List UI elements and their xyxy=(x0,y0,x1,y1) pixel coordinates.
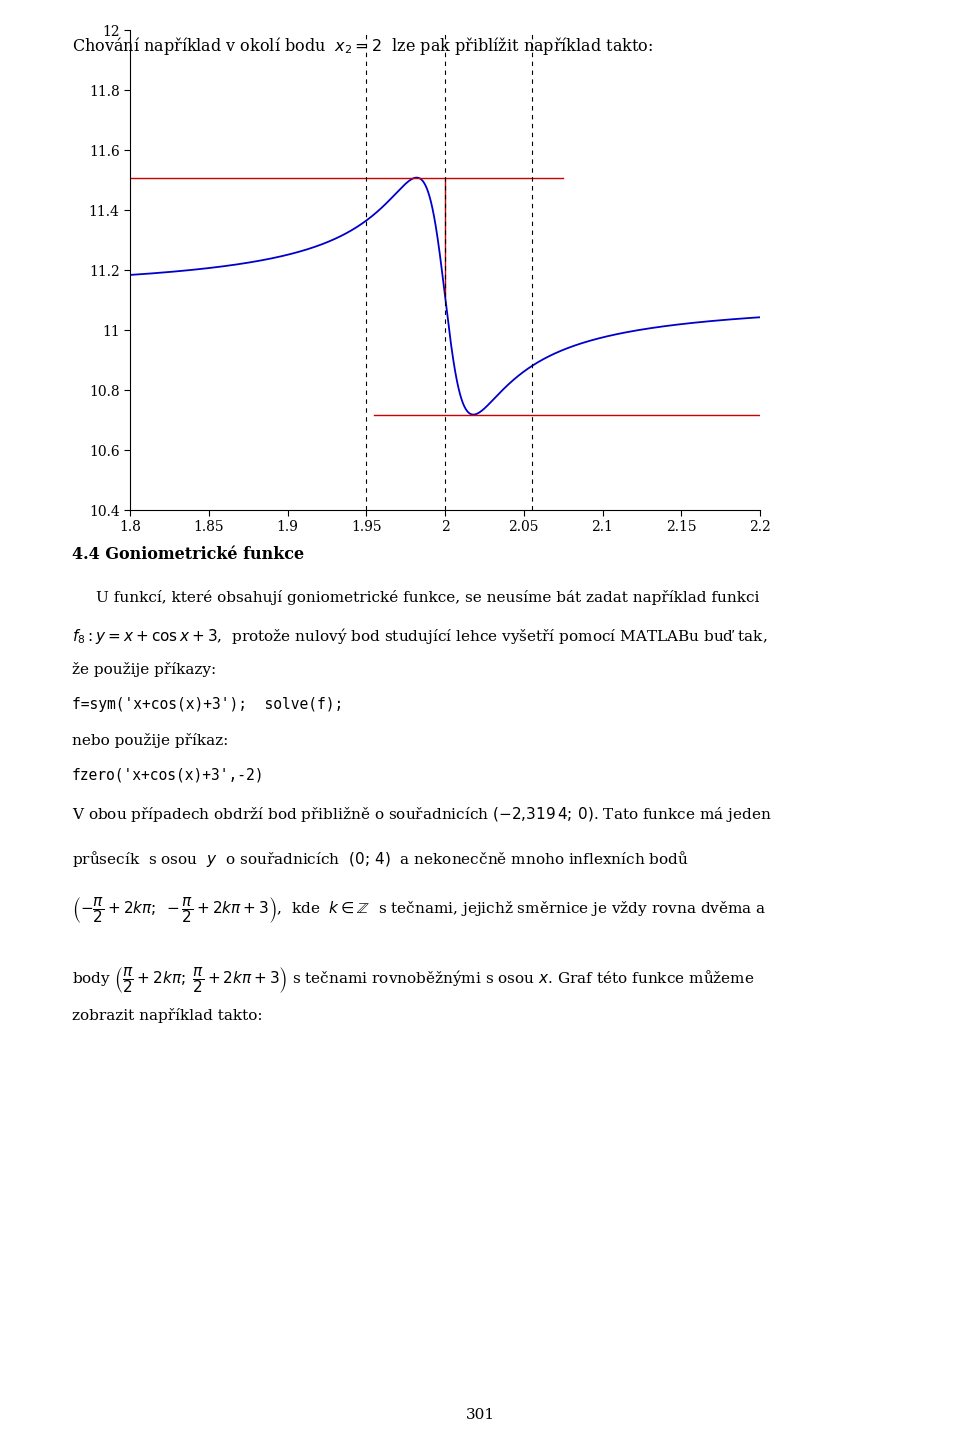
Text: 301: 301 xyxy=(466,1407,494,1422)
Text: nebo použije příkaz:: nebo použije příkaz: xyxy=(72,733,228,749)
Text: že použije příkazy:: že použije příkazy: xyxy=(72,662,216,678)
Text: U funkcí, které obsahují goniometrické funkce, se neusíme bát zadat například fu: U funkcí, které obsahují goniometrické f… xyxy=(96,589,759,605)
Text: 4.4 Goniometrické funkce: 4.4 Goniometrické funkce xyxy=(72,546,304,563)
Text: $\left(-\dfrac{\pi}{2}+2k\pi;\;-\dfrac{\pi}{2}+2k\pi+3\right)$,  kde  $k \in \ma: $\left(-\dfrac{\pi}{2}+2k\pi;\;-\dfrac{\… xyxy=(72,895,766,925)
Text: zobrazit například takto:: zobrazit například takto: xyxy=(72,1008,263,1024)
Text: fzero('x+cos(x)+3',-2): fzero('x+cos(x)+3',-2) xyxy=(72,767,265,783)
Text: body $\left(\dfrac{\pi}{2}+2k\pi;\;\dfrac{\pi}{2}+2k\pi+3\right)$ s tečnami rovn: body $\left(\dfrac{\pi}{2}+2k\pi;\;\dfra… xyxy=(72,964,755,995)
Text: V obou případech obdrží bod přibližně o souřadnicích $\left(-2{,}319\,4;\,0\righ: V obou případech obdrží bod přibližně o … xyxy=(72,805,772,824)
Text: Chování například v okolí bodu  $x_2 = 2$  lze pak přiblížit například takto:: Chování například v okolí bodu $x_2 = 2$… xyxy=(72,35,653,56)
Text: $f_8 : y = x + \cos x + 3$,  protože nulový bod studující lehce vyšetří pomocí M: $f_8 : y = x + \cos x + 3$, protože nulo… xyxy=(72,626,767,646)
Text: f=sym('x+cos(x)+3');  solve(f);: f=sym('x+cos(x)+3'); solve(f); xyxy=(72,696,344,712)
Text: průsecík  s osou  $y$  o souřadnicích  $\left(0;\,4\right)$  a nekonecčně mnoho : průsecík s osou $y$ o souřadnicích $\lef… xyxy=(72,849,689,869)
